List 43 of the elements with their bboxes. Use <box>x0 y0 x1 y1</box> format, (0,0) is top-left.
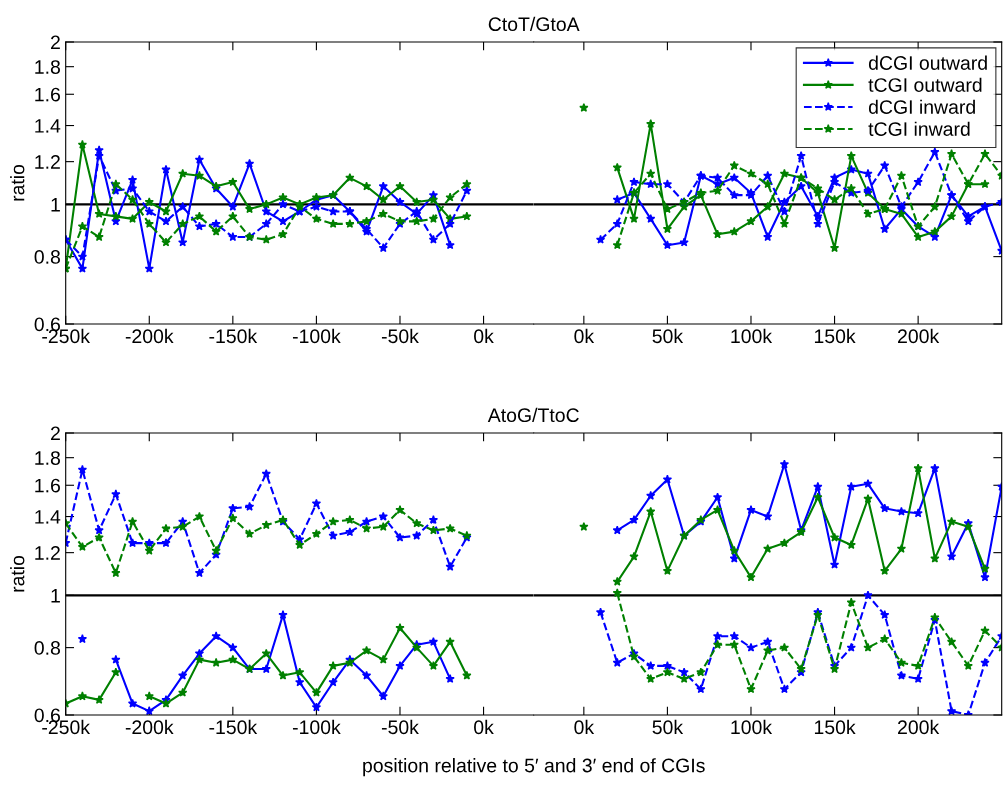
legend-label: dCGI inward <box>868 99 975 114</box>
x-tick-label: 150k <box>814 328 856 344</box>
x-tick-label: -50k <box>381 328 419 344</box>
y-tick-label: 1 <box>51 198 60 212</box>
legend-label: tCGI outward <box>868 77 982 92</box>
legend-label: dCGI outward <box>868 55 987 70</box>
y-tick-label: 1.8 <box>35 451 60 465</box>
x-tick-label: -200k <box>125 719 174 735</box>
x-tick-label: -100k <box>292 719 341 735</box>
y-tick-label: 1.6 <box>35 478 60 493</box>
x-tick-label: 200k <box>898 328 940 344</box>
x-tick-label: -200k <box>125 328 174 344</box>
y-tick-label: 1.4 <box>35 119 61 133</box>
x-tick-label: 200k <box>898 719 940 735</box>
x-tick-label: 0k <box>474 328 494 344</box>
x-axis-title: position relative to 5′ and 3′ end of CGIs <box>363 758 705 777</box>
y-tick-label: 2 <box>51 35 60 50</box>
x-tick-label: -50k <box>381 719 419 735</box>
y-tick-label: 1.2 <box>35 546 60 560</box>
x-tick-label: -150k <box>209 719 258 735</box>
y-tick-label: 1.2 <box>35 155 60 169</box>
x-tick-label: 0k <box>574 328 595 344</box>
x-tick-label: -150k <box>209 328 258 344</box>
y-tick-label: 2 <box>51 426 60 441</box>
y-tick-label: 1.6 <box>35 87 60 102</box>
x-tick-label: -100k <box>292 328 341 344</box>
y-tick-label: 1 <box>51 589 60 603</box>
y-axis-title: ratio <box>10 555 25 592</box>
x-tick-label: 100k <box>731 328 773 344</box>
legend-label: tCGI inward <box>868 121 970 136</box>
y-axis-title: ratio <box>10 164 25 201</box>
y-tick-label: 1.8 <box>35 60 60 74</box>
x-tick-label: 150k <box>814 719 856 735</box>
y-tick-label: 0.8 <box>34 641 60 655</box>
chart-title: AtoG/TtoC <box>487 407 579 423</box>
x-tick-label: 100k <box>731 719 773 735</box>
chart-title: CtoT/GtoA <box>488 16 580 32</box>
x-tick-label: 0k <box>474 719 494 735</box>
x-tick-label: 50k <box>652 719 684 735</box>
x-tick-label: 50k <box>652 328 684 344</box>
y-tick-label: 0.8 <box>34 250 60 264</box>
x-tick-label: 0k <box>574 719 595 735</box>
y-tick-label: 1.4 <box>35 510 61 524</box>
